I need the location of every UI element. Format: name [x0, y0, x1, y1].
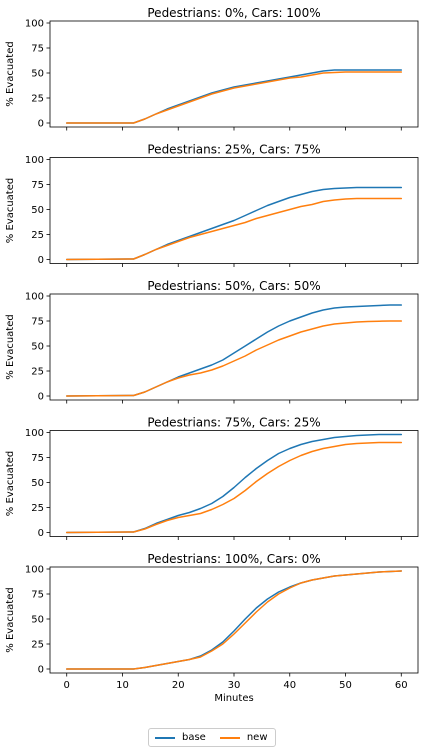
y-tick-label: 0 — [38, 119, 44, 130]
y-tick-label: 25 — [31, 640, 44, 651]
series-line-new — [65, 197, 403, 261]
chart-legend: base new — [148, 728, 276, 747]
panel-title: Pedestrians: 75%, Cars: 25% — [147, 416, 320, 430]
y-tick-label: 100 — [25, 155, 44, 166]
plot-frame — [49, 157, 419, 264]
series-line-new — [65, 320, 403, 397]
y-tick-label: 0 — [38, 255, 44, 266]
plot-frame — [49, 430, 419, 537]
legend-item-base: base — [155, 732, 206, 743]
series-line-new — [65, 441, 403, 534]
legend-label-base: base — [182, 732, 206, 743]
y-tick-label: 50 — [31, 342, 44, 353]
y-axis-label: % Evacuated — [5, 314, 16, 379]
plot-frame — [49, 566, 419, 674]
series-line-new — [65, 71, 403, 124]
y-tick-label: 0 — [38, 665, 44, 676]
y-tick-label: 75 — [31, 180, 44, 191]
panel-2: Pedestrians: 25%, Cars: 75% % Evacuated 0 2… — [5, 143, 419, 267]
panel-3: Pedestrians: 50%, Cars: 50% % Evacuated 0 2… — [5, 279, 419, 404]
y-tick-label: 75 — [31, 590, 44, 601]
y-tick-label: 25 — [31, 94, 44, 105]
legend-label-new: new — [246, 732, 268, 743]
y-axis-label: % Evacuated — [5, 587, 16, 652]
series-line-new — [65, 570, 403, 670]
y-tick-label: 100 — [25, 428, 44, 439]
y-axis-label: % Evacuated — [5, 451, 16, 516]
series-line-base — [65, 433, 403, 534]
y-tick-label: 25 — [31, 367, 44, 378]
panel-1: Pedestrians: 0%, Cars: 100% % Evacuated 0 2… — [5, 6, 419, 131]
plot-frame — [49, 293, 419, 401]
plot-frame — [49, 20, 419, 128]
panel-title: Pedestrians: 50%, Cars: 50% — [147, 279, 320, 293]
legend-swatch-new — [219, 736, 240, 739]
y-tick-label: 100 — [25, 19, 44, 30]
y-tick-label: 25 — [31, 503, 44, 514]
x-tick-label: 50 — [339, 680, 352, 691]
y-tick-label: 0 — [38, 528, 44, 539]
series-line-base — [65, 186, 403, 261]
y-tick-label: 100 — [25, 565, 44, 576]
series-line-base — [65, 570, 403, 670]
y-tick-label: 75 — [31, 317, 44, 328]
x-tick-label: 10 — [116, 680, 129, 691]
panel-title: Pedestrians: 25%, Cars: 75% — [147, 143, 320, 157]
x-axis-label: Minutes — [214, 693, 253, 704]
x-tick-label: 40 — [283, 680, 296, 691]
x-tick-label: 30 — [228, 680, 241, 691]
y-tick-label: 25 — [31, 230, 44, 241]
y-tick-label: 50 — [31, 205, 44, 216]
y-tick-label: 100 — [25, 292, 44, 303]
y-tick-label: 0 — [38, 392, 44, 403]
y-tick-label: 75 — [31, 453, 44, 464]
legend-item-new: new — [219, 732, 268, 743]
panel-4: Pedestrians: 75%, Cars: 25% % Evacuated 0 2… — [5, 416, 419, 540]
series-line-base — [65, 69, 403, 124]
x-tick-label: 60 — [395, 680, 408, 691]
legend-swatch-base — [155, 736, 175, 739]
series-line-base — [65, 304, 403, 397]
x-tick-label: 20 — [172, 680, 185, 691]
y-tick-label: 50 — [31, 615, 44, 626]
y-tick-label: 50 — [31, 478, 44, 489]
y-axis-label: % Evacuated — [5, 178, 16, 243]
x-tick-label: 0 — [64, 680, 70, 691]
panel-title: Pedestrians: 100%, Cars: 0% — [147, 552, 320, 566]
panel-5: Pedestrians: 100%, Cars: 0% % Evacuated 0 2… — [5, 552, 419, 704]
y-axis-label: % Evacuated — [5, 41, 16, 106]
panel-title: Pedestrians: 0%, Cars: 100% — [147, 6, 320, 20]
y-tick-label: 75 — [31, 44, 44, 55]
y-tick-label: 50 — [31, 69, 44, 80]
